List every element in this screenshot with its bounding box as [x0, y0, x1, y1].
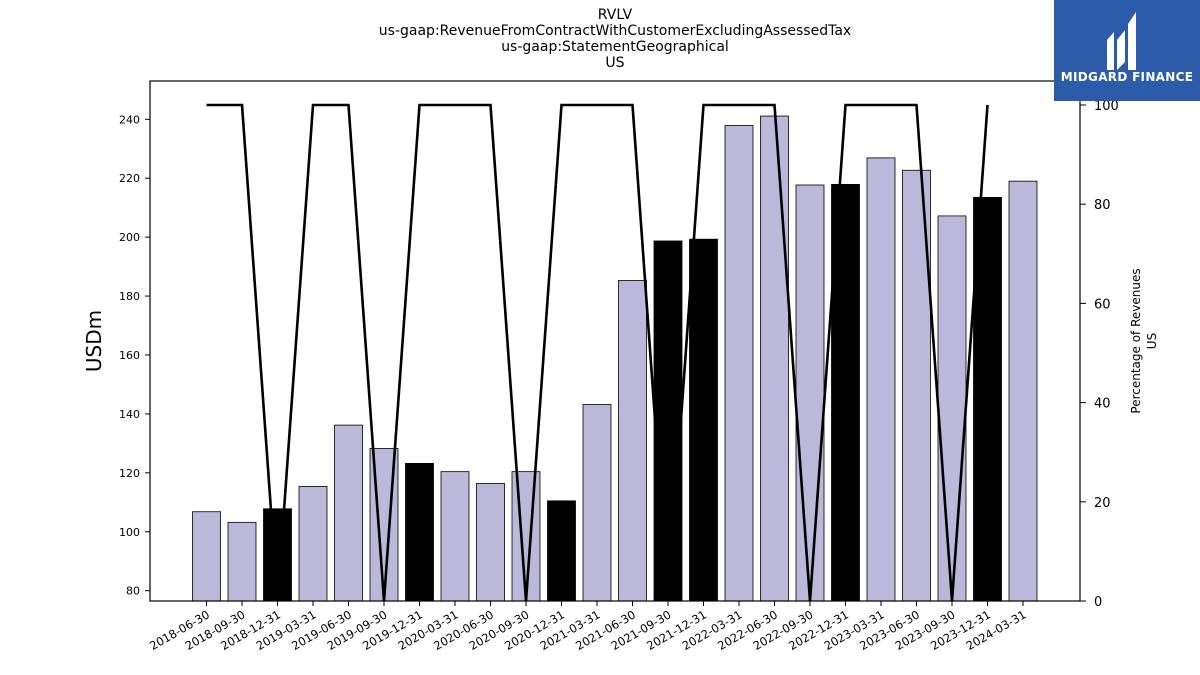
y2-tick-label: 60 — [1094, 297, 1111, 312]
bar — [653, 240, 683, 602]
plot-frame — [149, 80, 1081, 602]
y2-axis-label: Percentage of Revenues — [1129, 268, 1143, 413]
y-tick-label: 220 — [119, 172, 140, 185]
chart-subtitle-axis: us-gaap:StatementGeographical — [501, 39, 729, 55]
bar — [689, 238, 718, 602]
bar — [724, 125, 754, 602]
bar — [618, 280, 647, 602]
bar — [937, 215, 967, 602]
y2-tick-label: 100 — [1094, 99, 1119, 114]
bar — [334, 424, 363, 602]
y-tick-label: 140 — [119, 408, 140, 421]
chart-subtitle-concept: us-gaap:RevenueFromContractWithCustomerE… — [378, 23, 852, 39]
y-tick-label: 180 — [119, 290, 140, 303]
y2-tick-label: 40 — [1094, 397, 1111, 412]
bar — [440, 471, 470, 602]
y-tick-label: 100 — [119, 526, 140, 539]
y2-axis-label-member: US — [1145, 333, 1159, 349]
y-tick-label: 120 — [119, 467, 140, 480]
line-series — [206, 103, 989, 602]
bar — [547, 500, 576, 602]
bar — [582, 404, 612, 602]
brand-name: MIDGARD FINANCE — [1060, 70, 1194, 84]
bar — [227, 521, 257, 602]
bar-series — [192, 115, 1038, 602]
bar — [831, 184, 860, 602]
y-tick-label: 160 — [119, 349, 140, 362]
bar — [973, 196, 1002, 602]
y-tick-label: 200 — [119, 231, 140, 244]
bar — [476, 483, 505, 602]
bar — [760, 115, 789, 602]
chart-title: RVLV — [597, 7, 633, 23]
brand-logo: MIDGARD FINANCE — [1054, 0, 1200, 101]
y-tick-label: 240 — [119, 113, 140, 126]
y-tick-label: 80 — [126, 585, 140, 598]
y2-tick-label: 80 — [1094, 198, 1111, 213]
bar — [866, 157, 896, 602]
bar — [1008, 180, 1038, 602]
bar — [405, 463, 434, 602]
y-axis-label: USDm — [82, 310, 106, 372]
y2-tick-label: 20 — [1094, 496, 1111, 511]
y2-tick-label: 0 — [1094, 595, 1102, 610]
bar — [511, 471, 541, 602]
logo-mark-icon — [1107, 12, 1136, 70]
chart-subtitle-member: US — [605, 55, 625, 71]
bar — [192, 511, 221, 602]
line-series-path — [206, 103, 989, 602]
bar — [298, 485, 328, 602]
bar — [795, 184, 825, 602]
